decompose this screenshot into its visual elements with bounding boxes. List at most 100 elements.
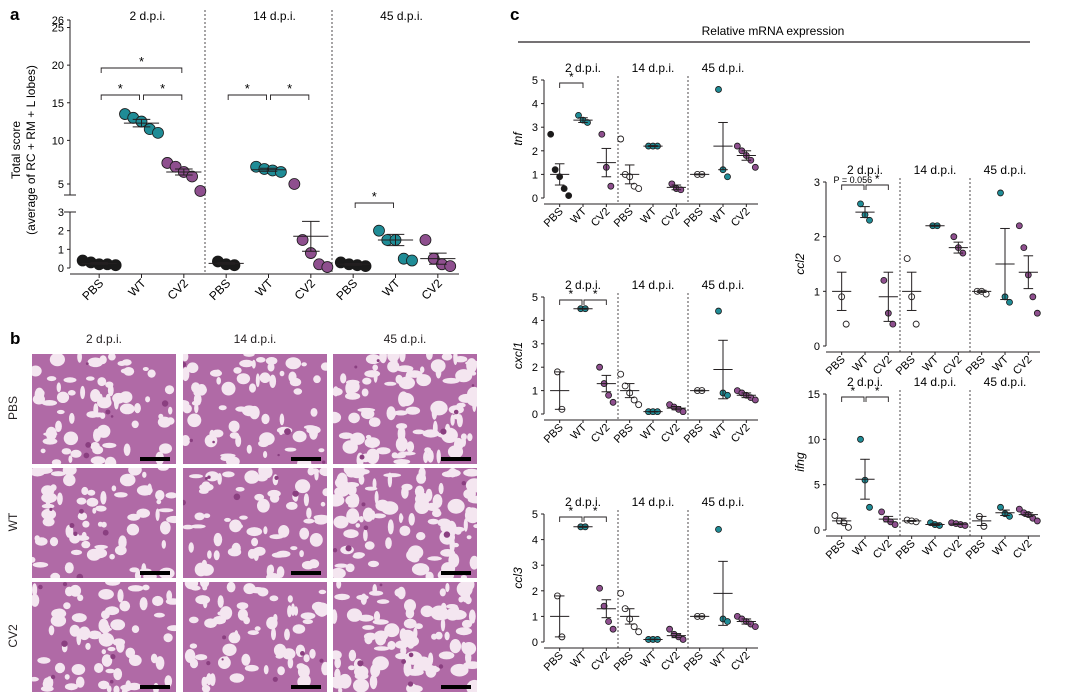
panel-c-header: Relative mRNA expression: [702, 24, 845, 38]
alveolar-space: [321, 661, 327, 676]
alveolar-space: [455, 627, 472, 636]
significance-label: *: [593, 504, 598, 518]
y-tick-label: 10: [52, 135, 64, 147]
data-point: [565, 192, 573, 200]
alveolar-space: [271, 552, 286, 558]
alveolar-space: [299, 527, 310, 540]
y-tick-label: 3: [532, 560, 538, 572]
alveolar-space: [277, 666, 285, 676]
data-point: [668, 180, 676, 188]
alveolar-space: [450, 414, 455, 426]
y-tick-label: 2: [814, 232, 820, 244]
histology-row-label: WT: [6, 512, 20, 532]
alveolar-space: [450, 663, 469, 677]
alveolar-space: [259, 372, 271, 383]
alveolar-space: [32, 365, 42, 377]
alveolar-space: [159, 443, 172, 454]
facet-title: 2 d.p.i.: [847, 375, 883, 389]
alveolar-space: [61, 448, 72, 455]
alveolar-space: [432, 665, 438, 671]
x-tick-label: WT: [639, 205, 660, 226]
histology-image: [32, 354, 176, 464]
alveolar-space: [189, 643, 198, 649]
stained-cells: [322, 460, 326, 464]
alveolar-space: [373, 611, 381, 622]
scale-bar: [291, 685, 321, 689]
alveolar-space: [387, 519, 394, 535]
x-tick-label: WT: [851, 353, 872, 374]
alveolar-space: [235, 435, 242, 447]
alveolar-space: [292, 624, 306, 634]
histology-col-title: 2 d.p.i.: [85, 332, 123, 346]
alveolar-space: [293, 606, 299, 616]
y-tick-label: 4: [532, 99, 538, 111]
alveolar-space: [372, 584, 377, 595]
alveolar-space: [94, 544, 108, 550]
alveolar-space: [87, 489, 96, 496]
stained-cells: [319, 658, 324, 663]
data-point: [194, 185, 207, 197]
data-point: [152, 126, 164, 139]
x-tick-label: PBS: [542, 650, 566, 674]
alveolar-space: [95, 505, 105, 511]
alveolar-space: [256, 357, 266, 363]
stained-cells: [109, 679, 114, 684]
alveolar-space: [453, 354, 458, 365]
panel-letter-a: a: [10, 5, 20, 24]
stained-cells: [443, 531, 451, 538]
alveolar-space: [449, 609, 467, 620]
significance-label: *: [287, 81, 292, 96]
alveolar-space: [286, 501, 298, 510]
x-tick-label: WT: [709, 649, 730, 670]
alveolar-space: [167, 625, 176, 632]
alveolar-space: [367, 560, 380, 568]
alveolar-space: [35, 537, 48, 546]
alveolar-space: [384, 623, 400, 638]
stained-cells: [105, 409, 111, 415]
alveolar-space: [165, 598, 176, 605]
significance-bracket: [559, 299, 583, 305]
alveolar-space: [372, 478, 377, 490]
data-point: [715, 307, 722, 315]
alveolar-space: [333, 386, 339, 397]
data-point: [878, 508, 885, 516]
alveolar-space: [456, 414, 463, 428]
alveolar-space: [98, 632, 115, 647]
alveolar-space: [37, 468, 53, 474]
alveolar-space: [425, 488, 433, 502]
x-tick-label: WT: [991, 537, 1012, 558]
y-tick-label: 4: [532, 535, 538, 547]
data-point: [359, 260, 372, 273]
alveolar-space: [213, 550, 220, 561]
alveolar-space: [219, 606, 233, 620]
alveolar-space: [336, 582, 342, 589]
alveolar-space: [279, 413, 285, 426]
alveolar-space: [152, 595, 164, 607]
alveolar-space: [269, 534, 284, 540]
alveolar-space: [119, 600, 131, 612]
alveolar-space: [352, 553, 364, 559]
stained-cells: [401, 659, 406, 664]
stained-cells: [284, 428, 291, 435]
alveolar-space: [221, 381, 236, 396]
stained-cells: [212, 440, 215, 444]
alveolar-space: [400, 629, 415, 642]
alveolar-space: [68, 455, 73, 463]
data-point: [980, 522, 988, 530]
y-tick-label: 0: [532, 409, 538, 421]
alveolar-space: [117, 361, 127, 366]
alveolar-space: [424, 666, 440, 673]
y-tick-label: 0: [58, 263, 64, 275]
facet-title: 14 d.p.i.: [914, 163, 957, 177]
data-point: [228, 259, 241, 272]
alveolar-space: [372, 513, 386, 519]
scale-bar: [441, 685, 471, 689]
alveolar-space: [362, 507, 374, 522]
alveolar-space: [287, 657, 294, 669]
alveolar-space: [56, 382, 61, 393]
data-point: [444, 260, 457, 273]
x-tick-label: WT: [253, 276, 277, 300]
alveolar-space: [252, 548, 260, 556]
alveolar-space: [275, 654, 284, 659]
significance-bracket: [841, 184, 865, 190]
